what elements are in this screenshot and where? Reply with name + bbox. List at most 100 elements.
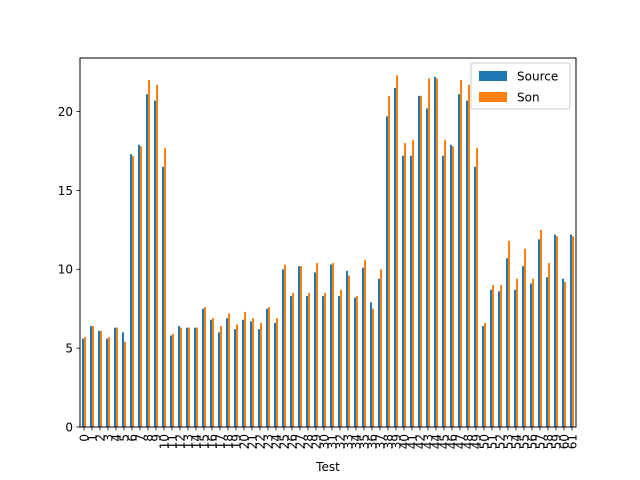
bar-source-21: [250, 321, 252, 427]
bar-source-50: [482, 326, 484, 427]
bar-source-61: [570, 234, 572, 427]
bar-source-36: [370, 302, 372, 427]
x-tick-label: 23: [261, 434, 275, 449]
bar-son-37: [380, 269, 382, 427]
bar-source-29: [314, 272, 316, 427]
bar-son-61: [572, 236, 574, 427]
plot-frame: [79, 57, 577, 428]
bar-source-52: [498, 291, 500, 427]
bar-source-25: [282, 269, 284, 427]
x-tick-label: 15: [197, 434, 211, 449]
bar-son-45: [444, 140, 446, 427]
bar-son-15: [204, 307, 206, 427]
bar-source-34: [354, 297, 356, 427]
bar-son-0: [84, 337, 86, 427]
bar-son-35: [364, 259, 366, 427]
bar-son-26: [292, 292, 294, 427]
bar-source-7: [138, 144, 140, 427]
x-tick-label: 6: [125, 434, 139, 442]
bar-source-24: [274, 322, 276, 427]
bar-son-58: [548, 263, 550, 427]
bar-source-14: [194, 327, 196, 427]
bar-source-28: [306, 296, 308, 427]
bar-son-52: [500, 285, 502, 427]
bar-son-51: [492, 285, 494, 427]
x-tick-label: 29: [309, 434, 323, 449]
bar-source-15: [202, 308, 204, 427]
x-tick-label: 19: [229, 434, 243, 449]
bar-son-7: [140, 146, 142, 428]
bar-son-38: [388, 95, 390, 427]
bar-source-5: [122, 332, 124, 427]
x-tick-label: 37: [373, 434, 387, 449]
bar-source-39: [394, 87, 396, 427]
bar-son-53: [508, 240, 510, 427]
bar-source-18: [226, 318, 228, 427]
x-tick-label: 28: [301, 434, 315, 449]
bar-source-35: [362, 267, 364, 427]
y-tick-label: 10: [58, 263, 73, 277]
bar-son-33: [348, 275, 350, 427]
x-tick-label: 7: [133, 434, 147, 442]
bar-source-19: [234, 329, 236, 427]
bar-son-2: [100, 330, 102, 427]
bar-source-26: [290, 296, 292, 427]
bar-son-24: [276, 318, 278, 427]
x-tick-label: 2: [93, 434, 107, 442]
x-tick-label: 20: [237, 434, 251, 449]
bar-son-54: [516, 278, 518, 427]
bar-source-1: [90, 326, 92, 427]
x-tick-label: 14: [189, 434, 203, 449]
x-tick-label: 31: [325, 434, 339, 449]
x-tick-label: 56: [525, 434, 539, 449]
x-tick-label: 3: [101, 434, 115, 442]
x-tick-label: 0: [77, 434, 91, 442]
bar-son-36: [372, 308, 374, 427]
x-tick-label: 53: [501, 434, 515, 449]
bar-source-10: [162, 166, 164, 428]
y-axis: 0 5 10 15 20: [58, 105, 80, 434]
bar-son-20: [244, 311, 246, 427]
bar-source-33: [346, 270, 348, 427]
bar-source-23: [266, 308, 268, 427]
x-tick-label: 57: [533, 434, 547, 449]
x-tick-label: 25: [277, 434, 291, 449]
x-tick-label: 10: [157, 434, 171, 449]
bar-son-46: [452, 146, 454, 428]
bar-son-59: [556, 236, 558, 427]
bar-source-48: [466, 100, 468, 428]
bar-son-10: [164, 147, 166, 427]
bar-son-8: [148, 80, 150, 428]
legend-label: Source: [517, 70, 558, 84]
bar-source-37: [378, 278, 380, 427]
bar-son-23: [268, 307, 270, 427]
bar-source-49: [474, 166, 476, 428]
x-tick-label: 50: [477, 434, 491, 449]
bar-source-11: [170, 335, 172, 427]
bar-source-17: [218, 332, 220, 427]
bar-son-14: [196, 327, 198, 427]
bar-son-48: [468, 84, 470, 428]
bar-son-9: [156, 84, 158, 428]
x-tick-label: 58: [541, 434, 555, 449]
x-tick-label: 40: [397, 434, 411, 449]
x-tick-label: 52: [493, 434, 507, 449]
bar-son-28: [308, 292, 310, 427]
x-tick-label: 36: [365, 434, 379, 449]
x-tick-label: 49: [469, 434, 483, 449]
x-tick-label: 27: [293, 434, 307, 449]
x-tick-label: 48: [461, 434, 475, 449]
bar-source-27: [298, 266, 300, 427]
x-tick-label: 45: [437, 434, 451, 449]
bar-son-47: [460, 80, 462, 428]
bar-son-17: [220, 326, 222, 427]
bar-source-51: [490, 289, 492, 427]
x-tick-label: 21: [245, 434, 259, 449]
x-tick-label: 18: [221, 434, 235, 449]
y-tick-label: 20: [58, 105, 73, 119]
x-axis: 0123456789101112131415161718192021222324…: [77, 427, 579, 449]
x-tick-label: 12: [173, 434, 187, 449]
bar-son-1: [92, 326, 94, 427]
bar-source-20: [242, 319, 244, 427]
bar-source-0: [82, 338, 84, 427]
